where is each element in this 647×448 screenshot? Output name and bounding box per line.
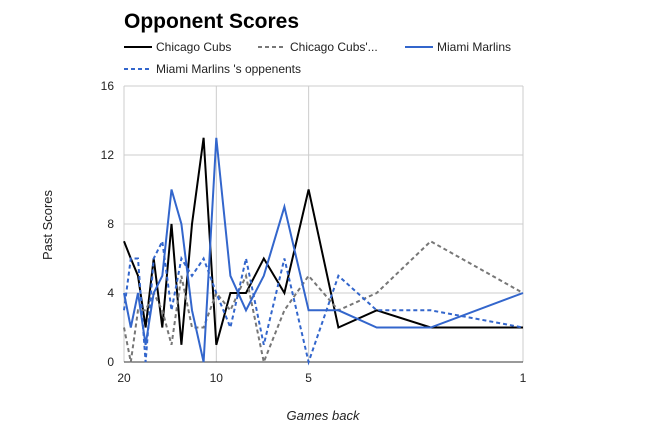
y-tick-label: 0: [107, 355, 114, 369]
legend-label: Chicago Cubs: [156, 40, 231, 54]
x-tick-label: 10: [210, 371, 224, 385]
legend-label: Chicago Cubs'...: [290, 40, 378, 54]
x-tick-label: 5: [305, 371, 312, 385]
x-tick-label: 20: [117, 371, 131, 385]
series-layer: [123, 137, 524, 366]
y-tick-label: 8: [107, 217, 114, 231]
legend-label: Miami Marlins: [437, 40, 511, 54]
y-tick-label: 12: [101, 148, 115, 162]
legend-item: Chicago Cubs'...: [258, 40, 378, 54]
chart-title: Opponent Scores: [124, 10, 299, 33]
legend-label: Miami Marlins 's oppenents: [156, 62, 301, 76]
tick-labels: 0 4 8 12 16 20 10 5 1: [101, 79, 527, 385]
legend: Chicago Cubs Chicago Cubs'... Miami Marlin…: [124, 40, 511, 76]
series-line-4: [123, 237, 524, 366]
x-axis-title: Games back: [287, 408, 361, 423]
y-tick-label: 16: [101, 79, 115, 93]
y-tick-label: 4: [107, 286, 114, 300]
y-axis-title: Past Scores: [40, 189, 55, 260]
x-tick-label: 1: [520, 371, 527, 385]
legend-item: Miami Marlins: [405, 40, 511, 54]
legend-item: Miami Marlins 's oppenents: [124, 62, 301, 76]
series-line-2: [123, 240, 524, 366]
legend-item: Chicago Cubs: [124, 40, 231, 54]
grid: [123, 85, 524, 363]
